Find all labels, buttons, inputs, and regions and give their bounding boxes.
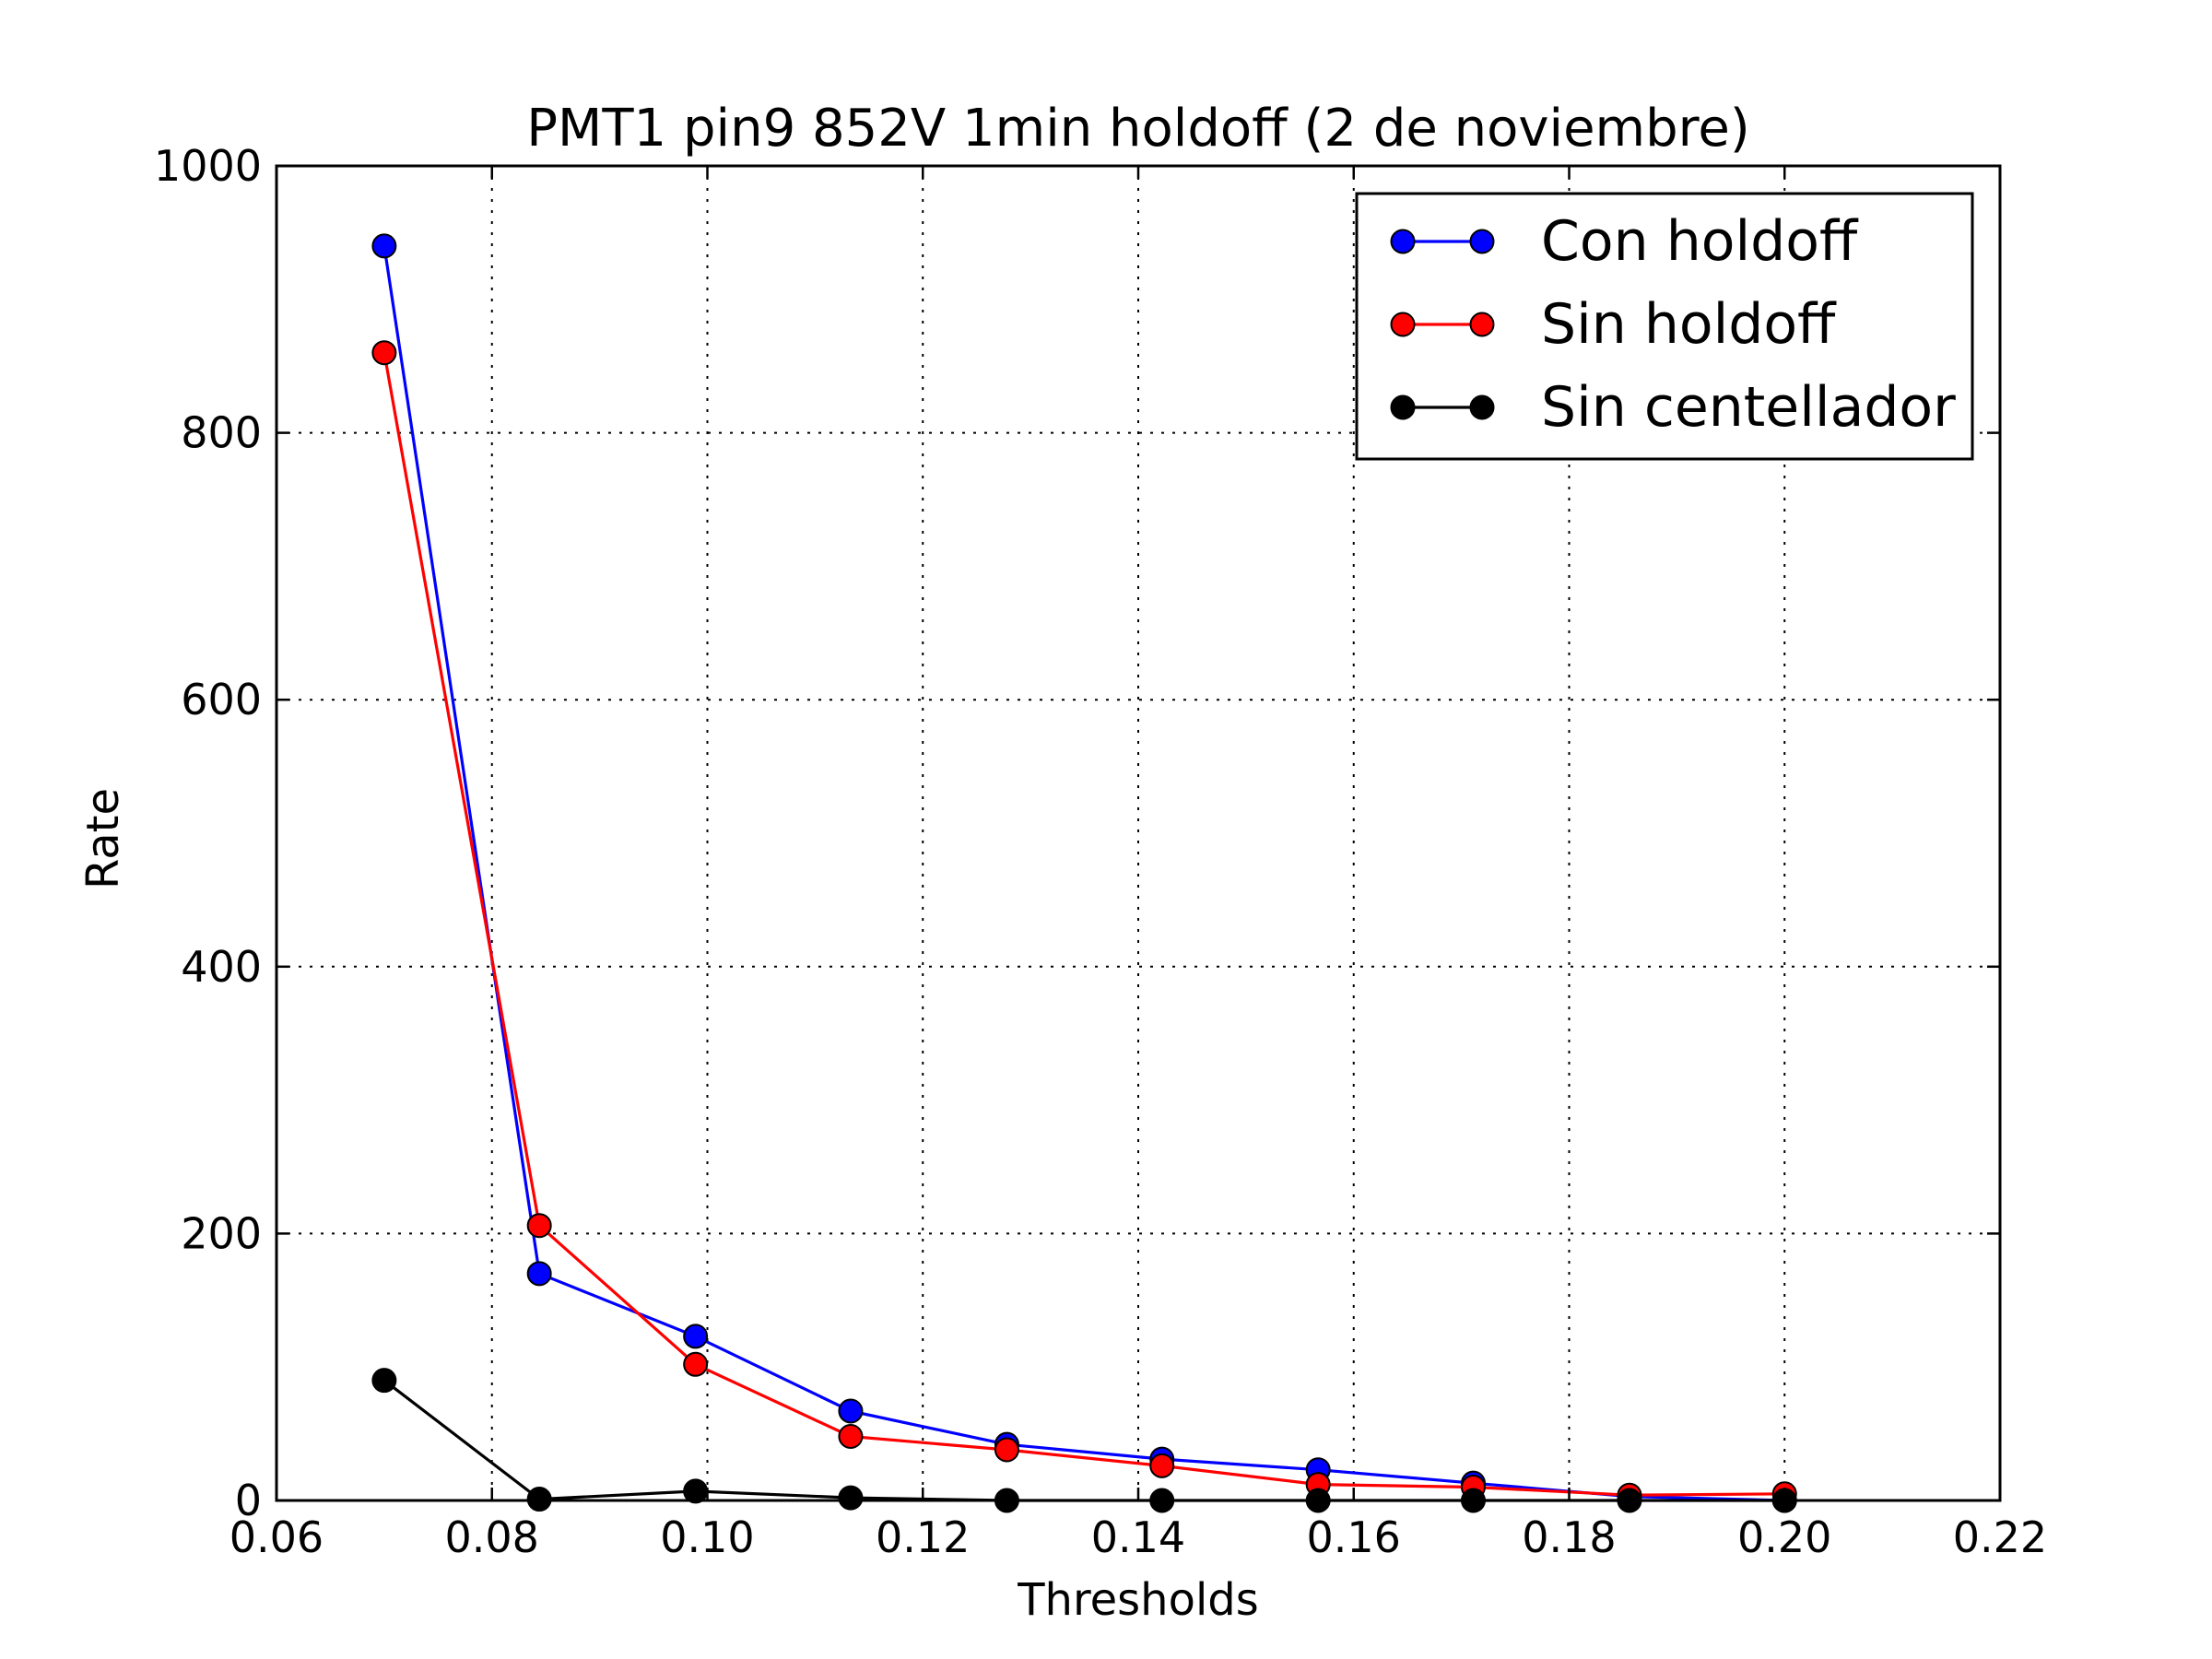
data-point-con-holdoff bbox=[838, 1398, 864, 1424]
data-point-sin-holdoff bbox=[526, 1213, 552, 1239]
x-tick-label: 0.06 bbox=[229, 1512, 324, 1562]
legend-label: Con holdoff bbox=[1541, 209, 1859, 274]
x-axis-label: Thresholds bbox=[1017, 1574, 1259, 1626]
y-tick-label: 600 bbox=[181, 675, 262, 724]
data-point-sin-holdoff bbox=[371, 340, 397, 366]
data-point-con-holdoff bbox=[526, 1261, 552, 1287]
x-tick-label: 0.18 bbox=[1522, 1512, 1616, 1562]
legend-box bbox=[1355, 192, 1974, 461]
legend-marker bbox=[1469, 394, 1495, 420]
y-tick-label: 1000 bbox=[154, 141, 262, 191]
ticks: 0.06 0.08 0.10 0.12 0.14 0.16 0.18 0.20 0.22 0 200… bbox=[154, 141, 2047, 1562]
data-point-sin-holdoff bbox=[683, 1351, 709, 1377]
x-tick-label: 0.12 bbox=[876, 1512, 970, 1562]
chart-title: PMT1 pin9 852V 1min holdoff (2 de noviem… bbox=[526, 99, 1749, 159]
x-tick-label: 0.20 bbox=[1737, 1512, 1831, 1562]
data-point-sin-centellador bbox=[838, 1485, 864, 1511]
y-tick-label: 0 bbox=[235, 1476, 262, 1525]
legend-entry: Con holdoff bbox=[1390, 209, 1859, 274]
data-point-sin-centellador bbox=[371, 1368, 397, 1394]
series-sin-holdoff bbox=[371, 340, 1797, 1508]
legend-marker bbox=[1390, 229, 1416, 254]
legend-label: Sin holdoff bbox=[1541, 292, 1837, 357]
legend-entries: Con holdoff Sin holdoff Sin centellador bbox=[1390, 209, 1956, 440]
y-axis-label: Rate bbox=[77, 788, 129, 889]
x-tick-label: 0.08 bbox=[445, 1512, 539, 1562]
legend-label: Sin centellador bbox=[1541, 375, 1956, 440]
legend-marker bbox=[1390, 312, 1416, 337]
legend-entry: Sin holdoff bbox=[1390, 292, 1837, 357]
y-tick-label: 800 bbox=[181, 408, 262, 458]
x-tick-label: 0.10 bbox=[660, 1512, 754, 1562]
data-point-sin-holdoff bbox=[838, 1423, 864, 1449]
legend-entry: Sin centellador bbox=[1390, 375, 1956, 440]
x-tick-label: 0.14 bbox=[1091, 1512, 1185, 1562]
series-line-sin-holdoff bbox=[382, 352, 1785, 1497]
legend-marker bbox=[1469, 312, 1495, 337]
data-point-sin-holdoff bbox=[1149, 1453, 1175, 1478]
data-point-con-holdoff bbox=[683, 1324, 709, 1349]
x-tick-label: 0.22 bbox=[1953, 1512, 2047, 1562]
legend-marker bbox=[1469, 229, 1495, 254]
data-point-sin-holdoff bbox=[994, 1437, 1019, 1463]
legend: Con holdoff Sin holdoff Sin centellador bbox=[1355, 192, 1974, 461]
legend-marker bbox=[1390, 394, 1416, 420]
y-tick-label: 200 bbox=[181, 1208, 262, 1258]
x-tick-label: 0.16 bbox=[1307, 1512, 1401, 1562]
y-tick-label: 400 bbox=[181, 942, 262, 992]
data-point-con-holdoff bbox=[371, 233, 397, 259]
